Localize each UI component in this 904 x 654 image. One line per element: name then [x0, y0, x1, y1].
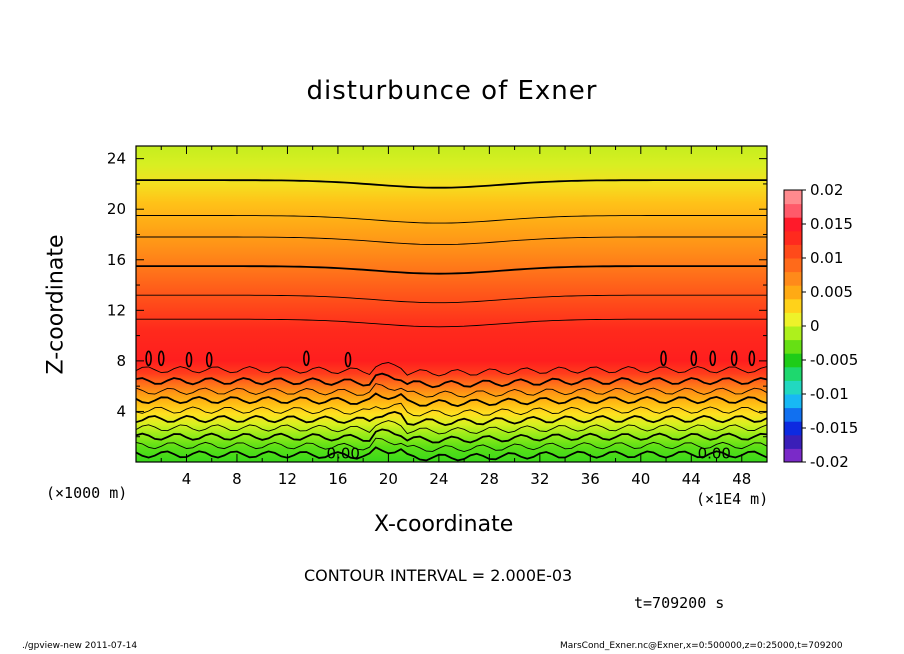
colorbar-swatch [784, 394, 802, 409]
x-tick-label: 20 [379, 470, 398, 488]
closed-contour [748, 350, 756, 367]
x-tick-label: 32 [530, 470, 549, 488]
contour-line [135, 383, 768, 398]
x-tick-label: 44 [682, 470, 701, 488]
colorbar-swatch [784, 203, 802, 218]
closed-contour [690, 350, 698, 367]
colorbar-swatch [784, 230, 802, 245]
contour-line [136, 294, 767, 304]
y-tick-label: 16 [107, 251, 126, 269]
colorbar-swatch [784, 244, 802, 259]
colorbar-swatch [784, 271, 802, 286]
colorbar-swatch [784, 312, 802, 327]
closed-contour [660, 350, 667, 367]
colorbar-swatch [784, 448, 802, 463]
colorbar-swatch [784, 258, 802, 273]
colorbar-tick-label: -0.02 [810, 453, 849, 471]
colorbar-tick-label: -0.01 [810, 385, 849, 403]
contour-line [135, 428, 768, 444]
footer-left: ./gpview-new 2011-07-14 [22, 641, 138, 651]
y-tick-label: 12 [107, 301, 126, 319]
filled-contour-bands [136, 146, 767, 462]
contour-line [135, 362, 768, 377]
x-unit-left: (×1000 m) [46, 484, 128, 502]
colorbar-tick-label: -0.015 [810, 419, 858, 437]
contour-line [136, 236, 767, 246]
x-tick-label: 4 [182, 470, 192, 488]
contour-line [135, 402, 768, 417]
colorbar-swatch [784, 434, 802, 449]
contour-line [136, 318, 767, 328]
x-tick-label: 24 [429, 470, 448, 488]
colorbar-tick-label: 0.01 [810, 249, 843, 267]
x-tick-label: 36 [581, 470, 600, 488]
contour-label: 0.00 [698, 444, 731, 462]
colorbar: 0.02 0.015 0.01 0.005 0 -0.005 -0.01 -0.015 -0.0… [783, 181, 858, 471]
colorbar-tick-label: 0.005 [810, 283, 853, 301]
y-tick-label: 4 [116, 402, 126, 420]
x-axis-label: X-coordinate [374, 512, 514, 537]
y-tick-label: 20 [107, 200, 126, 218]
contour-line [135, 446, 768, 462]
colorbar-swatch [784, 353, 802, 368]
colorbar-swatch [784, 285, 802, 300]
y-tick-label: 24 [107, 150, 126, 168]
x-unit-right: (×1E4 m) [696, 490, 769, 508]
x-tick-label: 48 [732, 470, 751, 488]
x-tick-label: 8 [232, 470, 242, 488]
closed-contour [303, 350, 310, 367]
contour-line [136, 265, 767, 275]
y-axis-label: Z-coordinate [43, 234, 69, 375]
contour-line [135, 437, 768, 452]
colorbar-swatch [784, 366, 802, 381]
contour-line [135, 392, 768, 408]
contour-interval-text: CONTOUR INTERVAL = 2.000E-03 [304, 566, 573, 585]
contour-lines: 0.00 0.00 [135, 179, 768, 462]
closed-contour [157, 350, 165, 367]
contour-line [135, 420, 768, 435]
x-tick-label: 12 [278, 470, 297, 488]
closed-contour [145, 350, 152, 367]
y-tick-label: 8 [116, 352, 126, 370]
contour-line [135, 410, 768, 427]
colorbar-tick-label: 0.02 [810, 181, 843, 199]
colorbar-swatch [784, 190, 802, 205]
contour-label: 0.00 [327, 444, 360, 462]
colorbar-tick-label: 0.015 [810, 215, 853, 233]
chart-title: disturbunce of Exner [306, 76, 598, 106]
contour-line [136, 215, 767, 224]
x-tick-label: 16 [328, 470, 347, 488]
footer-right: MarsCond_Exner.nc@Exner,x=0:500000,z=0:2… [560, 641, 843, 651]
colorbar-swatch [784, 217, 802, 232]
contour-line [136, 179, 767, 189]
field-fill [136, 146, 767, 462]
colorbar-tick-label: -0.005 [810, 351, 858, 369]
plot-frame [135, 145, 768, 463]
closed-contour [205, 351, 213, 368]
x-tick-label: 40 [631, 470, 650, 488]
colorbar-swatch [784, 380, 802, 395]
time-label: t=709200 s [634, 594, 725, 612]
closed-contour [185, 351, 193, 368]
colorbar-swatch [784, 339, 802, 354]
colorbar-swatch [784, 326, 802, 341]
closed-contour [709, 350, 717, 367]
colorbar-swatch [784, 421, 802, 436]
contour-line [135, 372, 768, 389]
closed-contour [730, 350, 738, 367]
colorbar-swatch [784, 298, 802, 313]
x-tick-label: 28 [480, 470, 499, 488]
colorbar-swatch [784, 407, 802, 422]
closed-contour [344, 351, 352, 368]
colorbar-tick-label: 0 [810, 317, 820, 335]
